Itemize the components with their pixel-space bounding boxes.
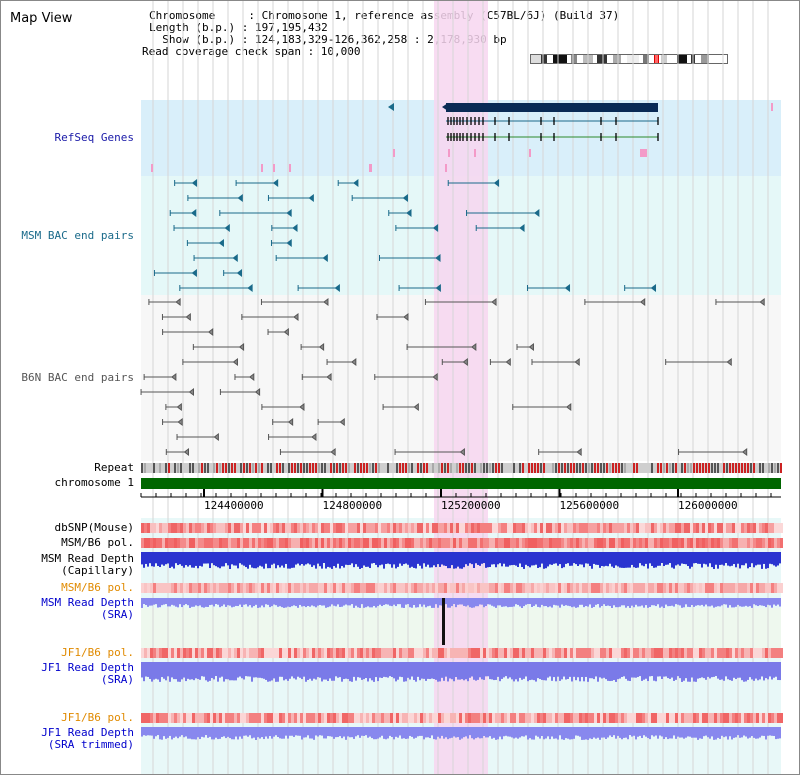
axis-tick-label: 124800000 — [323, 499, 383, 512]
jf1-depth-trimmed-track — [141, 727, 781, 740]
current-region-marker — [654, 55, 659, 63]
gene-block — [446, 103, 658, 112]
region-info: Chromosome : Chromosome 1, reference ass… — [142, 10, 619, 58]
msm-b6-pol-label-2: MSM/B6 pol. — [61, 581, 134, 594]
position-axis: 124400000 124800000 125200000 125600000 1260… — [140, 489, 781, 512]
refseq-label[interactable]: RefSeq Genes — [54, 131, 134, 144]
selected-region-highlight — [434, 1, 488, 774]
axis-tick-label: 125600000 — [560, 499, 620, 512]
jf1-b6-pol-track-2 — [141, 713, 783, 723]
jf1-depth-sra-label: JF1 Read Depth (SRA) — [41, 661, 134, 686]
msm-bac-track — [153, 179, 657, 292]
dbsnp-label: dbSNP(Mouse) — [54, 521, 134, 534]
msm-depth-sra-track — [141, 598, 781, 608]
axis-tick-label: 126000000 — [678, 499, 738, 512]
msm-bac-label[interactable]: MSM BAC end pairs — [21, 229, 134, 242]
b6n-bac-label[interactable]: B6N BAC end pairs — [21, 371, 134, 384]
msm-b6-pol-label: MSM/B6 pol. — [61, 536, 134, 549]
refseq-track — [151, 103, 773, 172]
jf1-b6-pol-label: JF1/B6 pol. — [61, 646, 134, 659]
msm-depth-sra-label: MSM Read Depth (SRA) — [41, 596, 134, 621]
dbsnp-track — [141, 523, 783, 533]
b6n-bac-track — [140, 298, 765, 456]
repeat-track — [141, 463, 782, 473]
repeat-label: Repeat — [94, 461, 134, 474]
axis-tick-label: 125200000 — [441, 499, 501, 512]
depth-spike — [442, 598, 445, 645]
jf1-depth-sra-track — [141, 662, 781, 682]
msm-depth-capillary-track — [141, 552, 781, 569]
jf1-depth-trim-label: JF1 Read Depth (SRA trimmed) — [41, 726, 134, 751]
jf1-b6-pol-track — [141, 648, 783, 658]
msm-b6-pol-track-2 — [141, 583, 783, 593]
map-view-title: Map View — [10, 11, 73, 26]
chromosome-label: chromosome 1 — [54, 476, 134, 489]
chromosome-bar — [141, 478, 781, 489]
jf1-b6-pol-label-2: JF1/B6 pol. — [61, 711, 134, 724]
msm-b6-pol-track — [141, 538, 783, 548]
axis-tick-label: 124400000 — [204, 499, 264, 512]
msm-depth-cap-label: MSM Read Depth (Capillary) — [41, 552, 134, 577]
